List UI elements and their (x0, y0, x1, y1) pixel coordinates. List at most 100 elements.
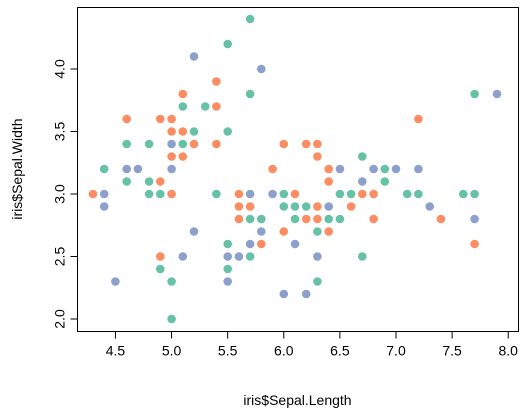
data-point (99, 189, 109, 199)
y-tick-label: 2.0 (52, 309, 68, 329)
data-point (245, 252, 255, 261)
data-point (189, 52, 199, 61)
data-point (245, 214, 255, 224)
data-point (156, 177, 165, 186)
data-point (369, 189, 378, 199)
data-point (301, 139, 311, 149)
data-point (335, 189, 345, 199)
data-point (144, 189, 154, 199)
data-point (167, 314, 176, 324)
data-point (324, 202, 334, 211)
data-point (391, 164, 401, 174)
data-point (88, 189, 98, 199)
data-point (279, 202, 289, 211)
data-point (111, 277, 120, 286)
data-point (223, 39, 232, 49)
data-point (144, 177, 154, 186)
data-point (223, 127, 232, 136)
data-point (369, 214, 378, 224)
data-point (245, 202, 255, 211)
data-point (234, 202, 244, 211)
points-layer (88, 14, 502, 324)
x-tick-label: 4.5 (106, 343, 126, 359)
data-point (212, 77, 221, 86)
data-point (234, 252, 244, 261)
data-point (470, 239, 479, 249)
x-tick-label: 7.0 (386, 343, 406, 359)
data-point (167, 277, 176, 286)
data-point (178, 139, 188, 149)
data-point (414, 114, 423, 124)
data-point (380, 164, 390, 174)
y-tick-label: 3.0 (52, 184, 68, 204)
data-point (167, 114, 176, 124)
data-point (335, 164, 345, 174)
data-point (313, 139, 322, 149)
data-point (99, 164, 109, 174)
data-point (122, 114, 131, 124)
data-point (257, 239, 266, 249)
data-point (459, 189, 468, 199)
data-point (144, 139, 154, 149)
data-point (122, 164, 131, 174)
y-tick-label: 2.5 (52, 247, 68, 267)
data-point (492, 89, 502, 99)
data-point (223, 252, 232, 261)
data-point (200, 102, 210, 111)
x-tick-label: 5.5 (218, 343, 238, 359)
x-tick-label: 5.0 (162, 343, 182, 359)
data-point (358, 177, 367, 186)
data-point (290, 214, 300, 224)
data-point (470, 189, 479, 199)
data-point (245, 239, 255, 249)
y-axis: 2.0 2.5 3.0 3.5 4.0 (52, 59, 78, 329)
data-point (313, 277, 322, 286)
y-tick-label: 4.0 (52, 59, 68, 79)
data-point (301, 202, 311, 211)
data-point (234, 189, 244, 199)
data-point (156, 114, 165, 124)
data-point (369, 164, 378, 174)
data-point (167, 152, 176, 161)
data-point (133, 164, 143, 174)
x-tick-label: 6.0 (274, 343, 294, 359)
data-point (167, 127, 176, 136)
x-axis-title: iris$Sepal.Length (243, 392, 351, 408)
data-point (279, 227, 289, 236)
data-point (324, 214, 334, 224)
data-point (122, 177, 131, 186)
data-point (178, 127, 188, 136)
plot-frame (77, 7, 519, 332)
data-point (425, 202, 435, 211)
data-point (324, 177, 334, 186)
data-point (324, 227, 334, 236)
data-point (178, 252, 188, 261)
data-point (156, 252, 165, 261)
data-point (234, 214, 244, 224)
data-point (279, 189, 289, 199)
data-point (358, 189, 367, 199)
data-point (122, 139, 131, 149)
data-point (167, 164, 176, 174)
data-point (380, 177, 390, 186)
data-point (212, 139, 221, 149)
data-point (223, 277, 232, 286)
data-point (178, 89, 188, 99)
data-point (223, 264, 232, 274)
data-point (346, 202, 356, 211)
data-point (189, 139, 199, 149)
data-point (189, 127, 199, 136)
data-point (212, 102, 221, 111)
data-point (414, 164, 423, 174)
data-point (167, 139, 176, 149)
y-tick-label: 3.5 (52, 122, 68, 142)
data-point (301, 214, 311, 224)
data-point (335, 214, 345, 224)
data-point (290, 239, 300, 249)
data-point (257, 214, 266, 224)
data-point (212, 189, 221, 199)
data-point (402, 189, 412, 199)
data-point (436, 214, 446, 224)
